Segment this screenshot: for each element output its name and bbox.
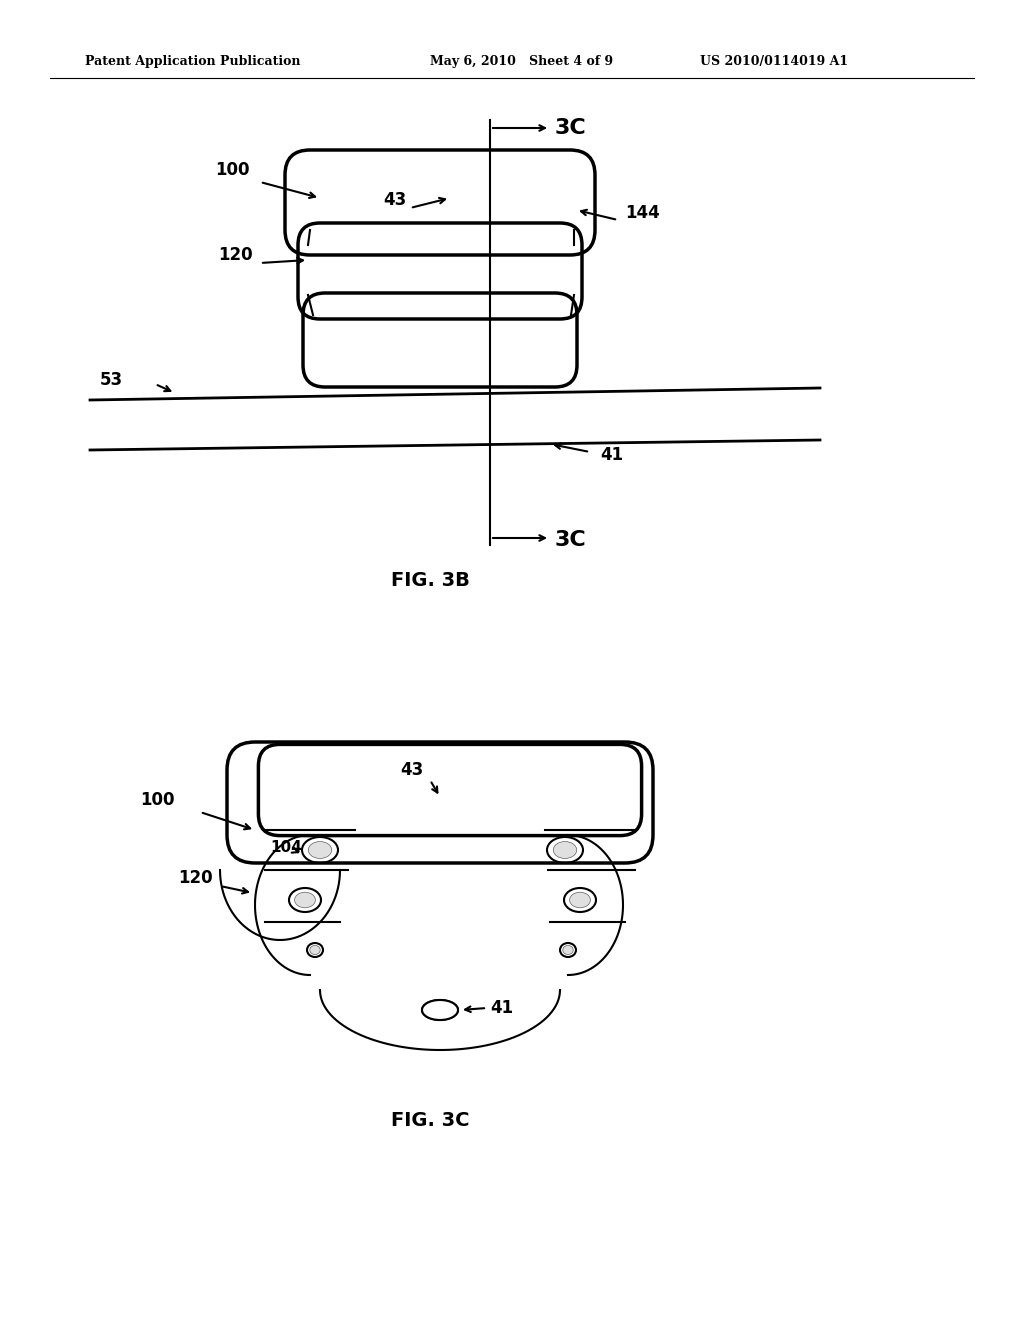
Text: FIG. 3C: FIG. 3C — [391, 1110, 469, 1130]
Text: 41: 41 — [490, 999, 513, 1016]
Text: 100: 100 — [140, 791, 174, 809]
Text: 53: 53 — [100, 371, 123, 389]
Ellipse shape — [428, 1003, 452, 1016]
Text: 3C: 3C — [555, 531, 587, 550]
Text: 43: 43 — [400, 762, 423, 779]
Ellipse shape — [553, 842, 577, 858]
Text: 144: 144 — [625, 205, 659, 222]
Text: 3C: 3C — [555, 117, 587, 139]
Text: 120: 120 — [178, 869, 213, 887]
Text: May 6, 2010   Sheet 4 of 9: May 6, 2010 Sheet 4 of 9 — [430, 55, 613, 69]
Ellipse shape — [422, 1001, 458, 1020]
Ellipse shape — [569, 892, 591, 908]
Ellipse shape — [308, 842, 332, 858]
Text: 43: 43 — [383, 191, 407, 209]
Text: Patent Application Publication: Patent Application Publication — [85, 55, 300, 69]
Ellipse shape — [563, 945, 573, 954]
Text: 100: 100 — [215, 161, 250, 180]
Ellipse shape — [295, 892, 315, 908]
Text: 120: 120 — [218, 246, 253, 264]
Ellipse shape — [310, 945, 321, 954]
Text: FIG. 3B: FIG. 3B — [390, 570, 469, 590]
Text: US 2010/0114019 A1: US 2010/0114019 A1 — [700, 55, 848, 69]
Text: 41: 41 — [600, 446, 624, 465]
Text: 104: 104 — [270, 841, 302, 855]
